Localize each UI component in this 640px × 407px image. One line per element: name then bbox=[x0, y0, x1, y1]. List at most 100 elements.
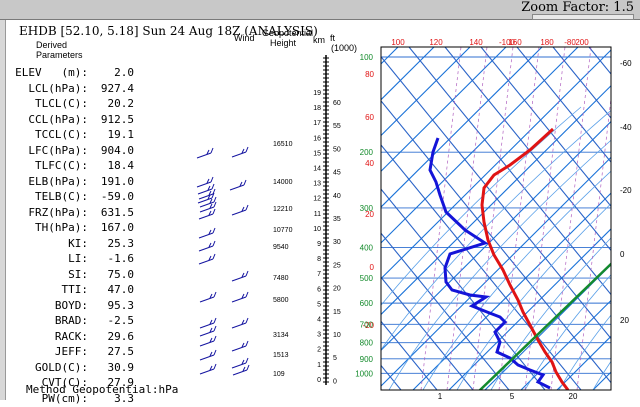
wind-barb-shaft bbox=[200, 355, 214, 360]
wind-barb bbox=[200, 336, 216, 346]
wind-barb bbox=[232, 358, 248, 368]
wind-barb-shaft bbox=[200, 331, 214, 336]
isotherm-line bbox=[593, 47, 640, 390]
wind-barb-shaft bbox=[200, 297, 214, 302]
dry-adiabat-line bbox=[301, 47, 581, 390]
isotherm-line bbox=[377, 47, 640, 390]
wind-barb-shaft bbox=[197, 153, 211, 158]
wind-barb-flag bbox=[214, 318, 216, 323]
wind-barb-flag bbox=[246, 341, 248, 346]
wind-barb bbox=[232, 205, 248, 215]
km-tick-label: 5 bbox=[317, 301, 321, 308]
wind-barb bbox=[232, 147, 248, 157]
wind-barb-shaft bbox=[199, 233, 213, 238]
moist-adiabat-line bbox=[389, 107, 640, 390]
dry-adiabat-line bbox=[481, 47, 640, 390]
ft-tick-label: 5 bbox=[333, 355, 337, 362]
wind-barb-shaft bbox=[232, 210, 246, 215]
wind-barb-shaft bbox=[232, 276, 246, 281]
wind-barb-flag bbox=[214, 197, 216, 202]
wind-barb-shaft bbox=[230, 185, 244, 190]
wind-barb bbox=[232, 318, 248, 328]
wind-barb-flag bbox=[211, 177, 213, 182]
geopotential-height-value: 14000 bbox=[273, 179, 293, 186]
km-tick-label: 18 bbox=[313, 105, 321, 112]
geopotential-height-value: 9540 bbox=[273, 244, 289, 251]
skewt-plot-area bbox=[0, 47, 640, 392]
isotherm-line bbox=[629, 47, 640, 390]
wind-barb-flag bbox=[214, 364, 216, 369]
km-tick-label: 0 bbox=[317, 377, 321, 384]
isotherm-line bbox=[89, 47, 434, 390]
km-tick-label: 11 bbox=[314, 211, 321, 218]
wind-barb-shaft bbox=[200, 369, 214, 374]
ft-tick-label: 55 bbox=[333, 123, 341, 130]
top-scale-label: 160 bbox=[508, 38, 522, 47]
km-tick-label: 10 bbox=[313, 226, 321, 233]
dry-adiabat-line bbox=[625, 47, 640, 390]
wind-barb-shaft bbox=[232, 346, 246, 351]
mixing-ratio-line bbox=[473, 47, 513, 390]
wind-barb-flag bbox=[214, 202, 216, 207]
wind-barb bbox=[232, 271, 248, 281]
wind-barb-shaft bbox=[232, 323, 246, 328]
wind-barb-shaft bbox=[200, 341, 214, 346]
ft-tick-label: 40 bbox=[333, 193, 341, 200]
wind-barb bbox=[199, 209, 215, 219]
wind-barb bbox=[200, 318, 216, 328]
pressure-level-label: 200 bbox=[360, 148, 374, 157]
pressure-level-label: 1000 bbox=[355, 369, 373, 378]
wind-barb-shaft bbox=[232, 152, 246, 157]
wind-barb bbox=[199, 241, 215, 251]
right-temp-label: 0 bbox=[620, 250, 625, 259]
wind-barb-flag bbox=[214, 336, 216, 341]
wind-barb-shaft bbox=[232, 297, 246, 302]
top-scale-label: 140 bbox=[469, 38, 483, 47]
wind-barb-flag bbox=[213, 254, 215, 259]
wind-barb bbox=[232, 341, 248, 351]
wind-barb-flag bbox=[214, 326, 216, 331]
pressure-level-label: 700 bbox=[360, 320, 374, 329]
km-tick-label: 9 bbox=[317, 241, 321, 248]
right-temp-label: 20 bbox=[620, 316, 629, 325]
ft-tick-label: 50 bbox=[333, 146, 341, 153]
wind-barb-shaft bbox=[200, 207, 214, 212]
wind-barb-flag bbox=[244, 180, 246, 185]
pressure-level-label: 600 bbox=[360, 299, 374, 308]
wind-barb-flag bbox=[246, 358, 248, 363]
right-temp-label: -60 bbox=[620, 59, 632, 68]
ft-tick-label: 35 bbox=[333, 216, 341, 223]
left-temp-label: 60 bbox=[365, 113, 374, 122]
wind-barb bbox=[197, 148, 213, 158]
isobar-lines bbox=[381, 57, 611, 373]
geopotential-height-column: 1651014000122101077095407480580031341513… bbox=[273, 141, 293, 378]
wind-barb-flag bbox=[246, 271, 248, 276]
wind-barb-flag bbox=[213, 209, 215, 214]
top-scale-label: 120 bbox=[429, 38, 443, 47]
mixing-ratio-label: 5 bbox=[510, 392, 515, 400]
ft-tick-label: 20 bbox=[333, 286, 341, 293]
wind-barb bbox=[199, 228, 215, 238]
wind-barb-flag bbox=[246, 292, 248, 297]
dry-adiabat-line bbox=[409, 47, 640, 390]
pressure-level-label: 400 bbox=[360, 243, 374, 252]
left-temp-label: 0 bbox=[370, 263, 375, 272]
pressure-level-label: 800 bbox=[360, 339, 374, 348]
wind-barb-flag bbox=[214, 292, 216, 297]
wind-barb-flag bbox=[246, 205, 248, 210]
km-tick-label: 14 bbox=[313, 166, 321, 173]
wind-barb bbox=[197, 177, 213, 187]
wind-barb bbox=[200, 350, 216, 360]
dry-adiabat-line bbox=[265, 47, 545, 390]
km-tick-label: 3 bbox=[317, 332, 321, 339]
right-temp-label: -40 bbox=[620, 123, 632, 132]
dry-adiabat-line bbox=[589, 47, 640, 390]
geopotential-height-value: 3134 bbox=[273, 332, 289, 339]
wind-barb-column bbox=[197, 147, 249, 375]
wind-barb-flag bbox=[246, 318, 248, 323]
top-scale-label: 180 bbox=[540, 38, 554, 47]
wind-barb bbox=[199, 254, 215, 264]
wind-barb-flag bbox=[214, 350, 216, 355]
km-tick-label: 2 bbox=[317, 347, 321, 354]
